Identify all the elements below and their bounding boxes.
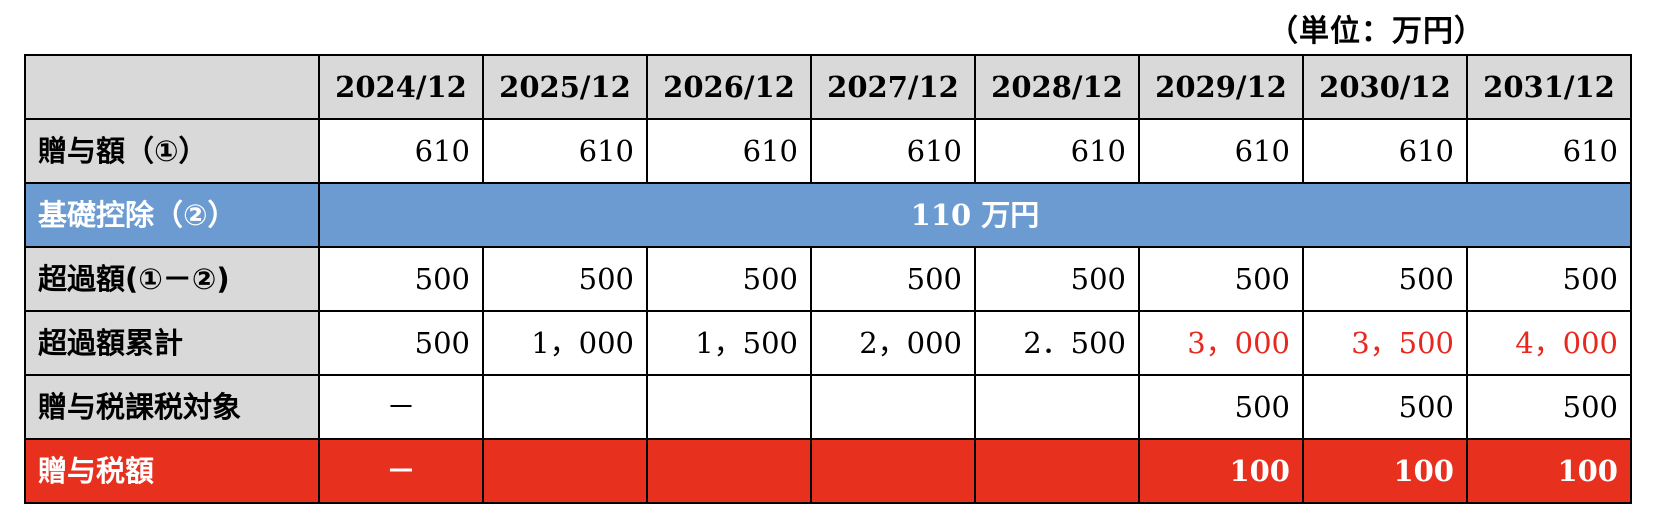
gift-amount-row: 贈与額（①） 610 610 610 610 610 610 610 610 [24, 118, 1632, 184]
taxable-cell [974, 374, 1140, 440]
taxable-cell [810, 374, 976, 440]
gift-amount-label: 贈与額（①） [24, 118, 320, 184]
header-corner-cell [24, 54, 320, 120]
gift-tax-cell: 100 [1302, 438, 1468, 504]
year-header: 2028/12 [974, 54, 1140, 120]
excess-amount-row: 超過額(①－②) 500 500 500 500 500 500 500 500 [24, 246, 1632, 312]
excess-cumulative-row: 超過額累計 500 1，000 1，500 2，000 2．500 3，000 … [24, 310, 1632, 376]
gift-amount-cell: 610 [974, 118, 1140, 184]
taxable-cell: 500 [1138, 374, 1304, 440]
gift-tax-table: 2024/12 2025/12 2026/12 2027/12 2028/12 … [24, 54, 1632, 504]
excess-amount-cell: 500 [318, 246, 484, 312]
excess-amount-cell: 500 [646, 246, 812, 312]
excess-cumulative-cell: 1，500 [646, 310, 812, 376]
excess-cumulative-cell-over-limit: 3，500 [1302, 310, 1468, 376]
gift-amount-cell: 610 [318, 118, 484, 184]
taxable-cell: 500 [1466, 374, 1632, 440]
excess-amount-cell: 500 [1466, 246, 1632, 312]
taxable-cell [646, 374, 812, 440]
year-header: 2031/12 [1466, 54, 1632, 120]
excess-amount-label: 超過額(①－②) [24, 246, 320, 312]
gift-tax-cell: 100 [1466, 438, 1632, 504]
excess-cumulative-cell: 1，000 [482, 310, 648, 376]
taxable-cell: 500 [1302, 374, 1468, 440]
basic-deduction-value: 110 万円 [318, 182, 1632, 248]
gift-tax-cell [810, 438, 976, 504]
gift-tax-cell [646, 438, 812, 504]
gift-tax-row: 贈与税額 － 100 100 100 [24, 438, 1632, 504]
year-header: 2024/12 [318, 54, 484, 120]
basic-deduction-row: 基礎控除（②） 110 万円 [24, 182, 1632, 248]
basic-deduction-label: 基礎控除（②） [24, 182, 320, 248]
gift-tax-cell: － [318, 438, 484, 504]
excess-cumulative-cell: 2．500 [974, 310, 1140, 376]
excess-cumulative-cell-over-limit: 4，000 [1466, 310, 1632, 376]
unit-label: （単位：万円） [1268, 14, 1485, 49]
year-header: 2029/12 [1138, 54, 1304, 120]
year-header: 2026/12 [646, 54, 812, 120]
year-header: 2027/12 [810, 54, 976, 120]
year-header: 2030/12 [1302, 54, 1468, 120]
taxable-cell: － [318, 374, 484, 440]
gift-amount-cell: 610 [646, 118, 812, 184]
taxable-label: 贈与税課税対象 [24, 374, 320, 440]
excess-cumulative-cell: 2，000 [810, 310, 976, 376]
excess-cumulative-cell: 500 [318, 310, 484, 376]
excess-amount-cell: 500 [482, 246, 648, 312]
gift-amount-cell: 610 [810, 118, 976, 184]
excess-amount-cell: 500 [810, 246, 976, 312]
gift-amount-cell: 610 [482, 118, 648, 184]
taxable-row: 贈与税課税対象 － 500 500 500 [24, 374, 1632, 440]
gift-amount-cell: 610 [1302, 118, 1468, 184]
excess-amount-cell: 500 [1302, 246, 1468, 312]
gift-tax-label: 贈与税額 [24, 438, 320, 504]
excess-cumulative-cell-over-limit: 3，000 [1138, 310, 1304, 376]
gift-tax-cell: 100 [1138, 438, 1304, 504]
year-header: 2025/12 [482, 54, 648, 120]
gift-tax-cell [974, 438, 1140, 504]
excess-amount-cell: 500 [1138, 246, 1304, 312]
gift-amount-cell: 610 [1138, 118, 1304, 184]
excess-amount-cell: 500 [974, 246, 1140, 312]
gift-tax-cell [482, 438, 648, 504]
header-row: 2024/12 2025/12 2026/12 2027/12 2028/12 … [24, 54, 1632, 120]
gift-amount-cell: 610 [1466, 118, 1632, 184]
taxable-cell [482, 374, 648, 440]
excess-cumulative-label: 超過額累計 [24, 310, 320, 376]
